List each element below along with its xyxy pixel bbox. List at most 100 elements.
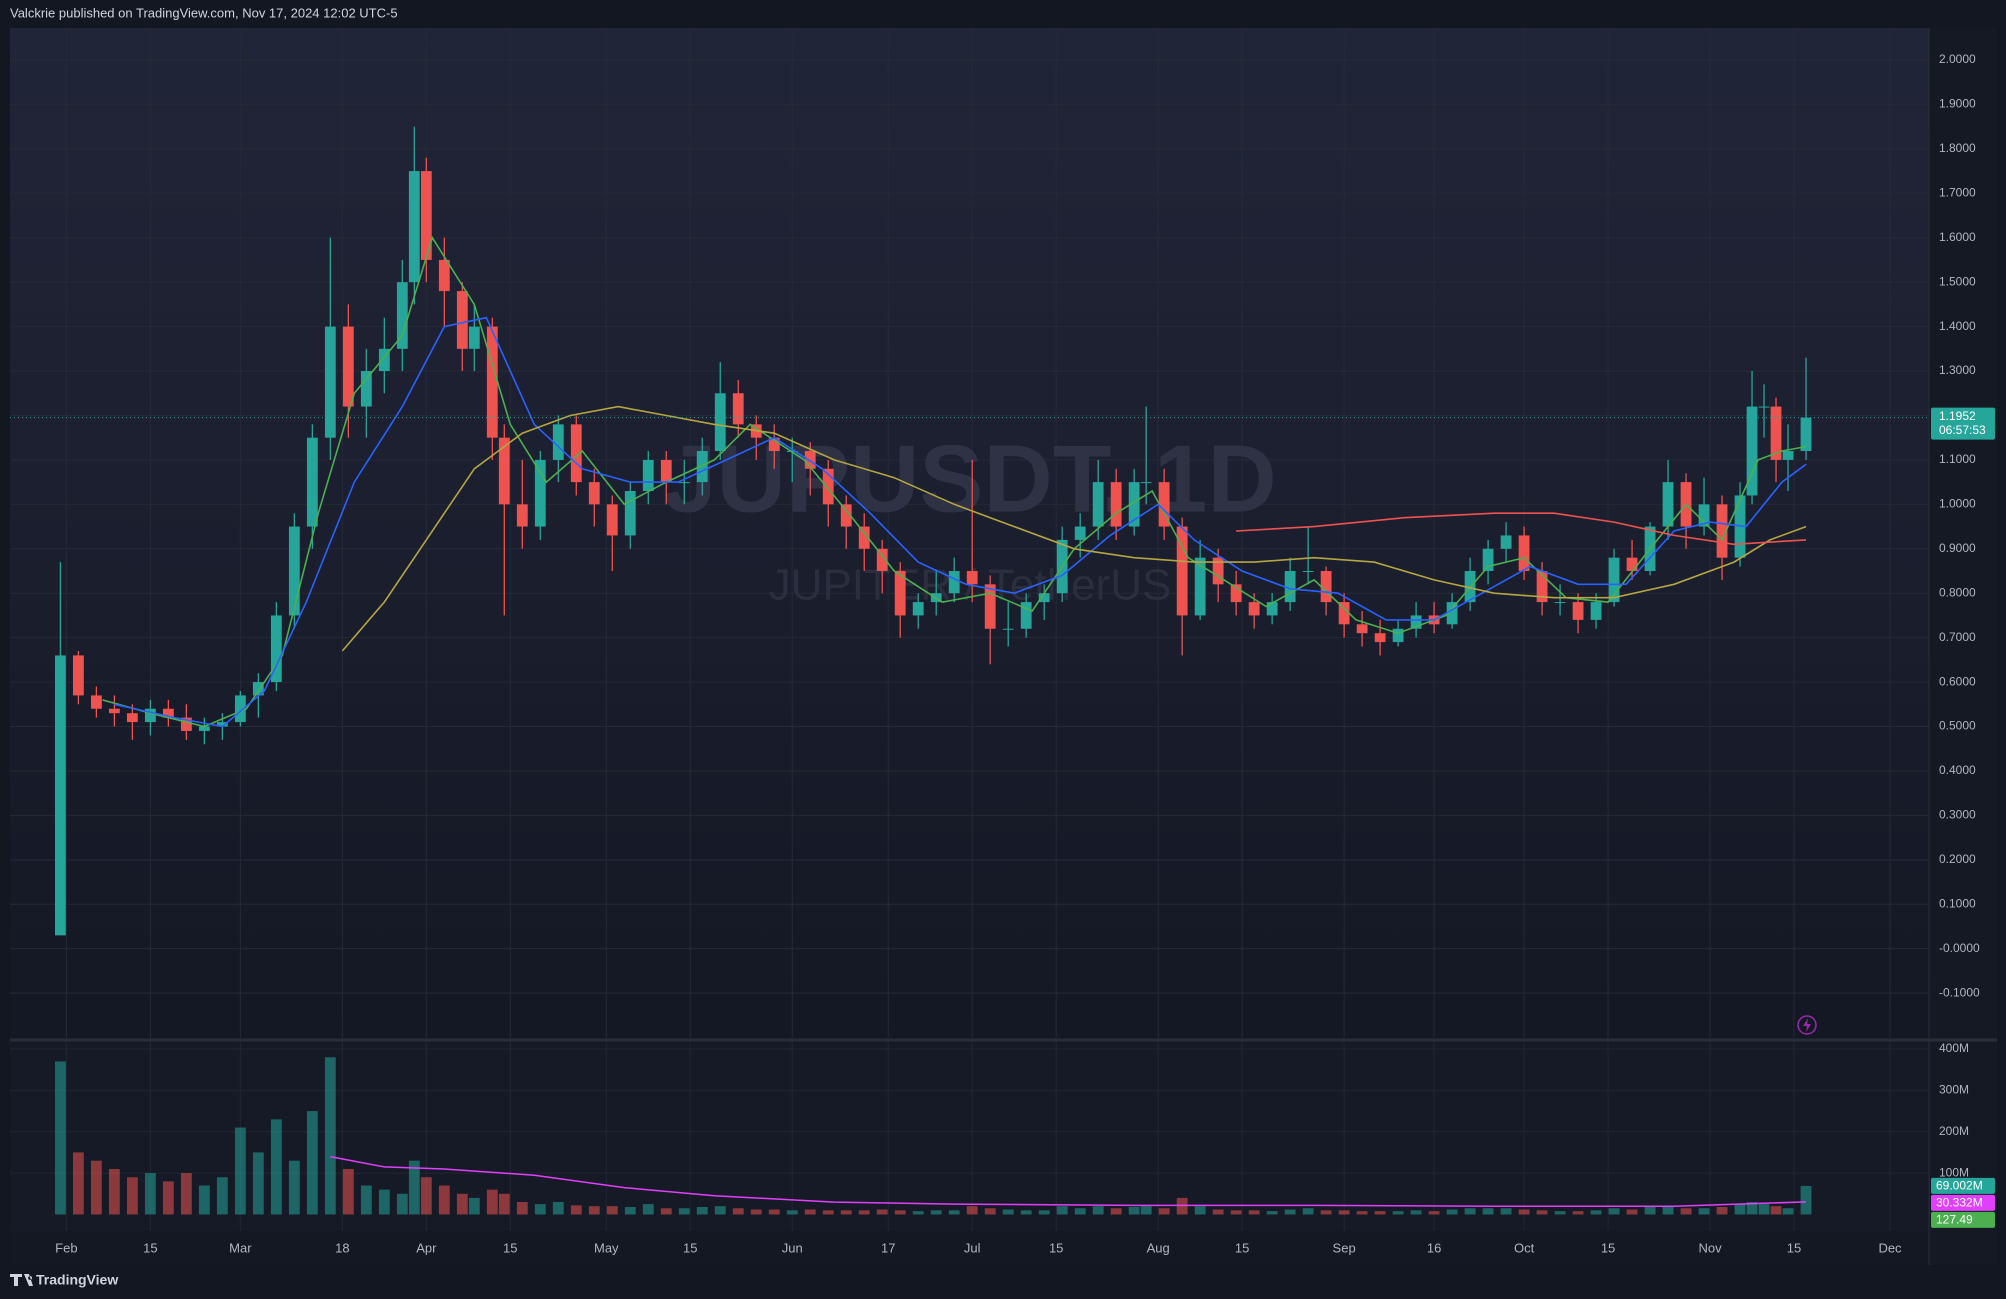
volume-bar	[1758, 1204, 1770, 1215]
y-tick-label: 1.0000	[1939, 497, 1976, 511]
candle-body	[1038, 593, 1050, 603]
alert-icon[interactable]	[1797, 1015, 1817, 1035]
volume-bar	[1464, 1208, 1476, 1215]
volume-bar	[966, 1206, 978, 1215]
candle-body	[1302, 570, 1314, 572]
volume-bar	[72, 1152, 84, 1215]
y-tick-label: 1.7000	[1939, 185, 1976, 199]
candle-body	[876, 548, 888, 571]
volume-bar	[1608, 1208, 1620, 1215]
volume-bar	[1002, 1209, 1014, 1215]
x-tick-label: 15	[683, 1240, 697, 1255]
volume-bar	[1644, 1207, 1656, 1215]
volume-bar	[624, 1207, 636, 1215]
candle-body	[588, 482, 600, 505]
last-price-box	[1931, 407, 1995, 440]
candle-body	[468, 326, 480, 349]
candle-body	[126, 713, 138, 723]
candle-body	[840, 504, 852, 527]
volume-bar	[804, 1209, 816, 1215]
volume-bar	[1428, 1211, 1440, 1215]
candle-body	[1158, 482, 1170, 527]
volume-bar	[498, 1193, 510, 1215]
volume-bar	[1698, 1208, 1710, 1215]
volume-bar	[162, 1181, 174, 1215]
x-tick-label: Dec	[1878, 1240, 1902, 1255]
volume-tick-label: 400M	[1939, 1041, 1969, 1055]
volume-bar	[1482, 1208, 1494, 1215]
candle-body	[396, 282, 408, 349]
candle-body	[1770, 406, 1782, 460]
candle-body	[108, 708, 120, 714]
candle-body	[486, 326, 498, 438]
volume-bar	[1038, 1210, 1050, 1215]
volume-bar	[534, 1204, 546, 1215]
y-tick-label: 0.1000	[1939, 896, 1976, 910]
candle-body	[1176, 526, 1188, 616]
price-pane	[10, 28, 1929, 1038]
volume-bar	[660, 1208, 672, 1215]
candle-body	[90, 695, 102, 709]
candle-body	[804, 451, 816, 469]
candle-body	[306, 437, 318, 527]
y-tick-label: 1.8000	[1939, 141, 1976, 155]
y-tick-label: 0.6000	[1939, 674, 1976, 688]
moving-average	[1236, 512, 1807, 546]
volume-bar	[696, 1207, 708, 1215]
footer-logo: TradingView	[36, 1272, 118, 1288]
x-tick-label: May	[594, 1240, 619, 1255]
y-tick-label: 0.9000	[1939, 541, 1976, 555]
volume-bar	[1374, 1211, 1386, 1215]
candle-body	[1590, 602, 1602, 620]
volume-bar	[1128, 1207, 1140, 1215]
volume-value-box	[1931, 1211, 1995, 1228]
candle-body	[1626, 557, 1638, 571]
volume-bar	[984, 1208, 996, 1215]
volume-bar	[126, 1177, 138, 1215]
y-tick-label: 0.3000	[1939, 808, 1976, 822]
candle-body	[1500, 535, 1512, 549]
volume-bar	[1194, 1206, 1206, 1215]
volume-bar	[876, 1209, 888, 1215]
volume-bar	[1770, 1206, 1782, 1215]
price-axis	[1929, 28, 1997, 1265]
volume-bar	[1056, 1206, 1068, 1215]
volume-bar	[1338, 1210, 1350, 1215]
volume-bar	[1284, 1209, 1296, 1215]
x-tick-label: Sep	[1333, 1240, 1356, 1255]
candle-body	[822, 468, 834, 505]
x-tick-label: Apr	[416, 1240, 437, 1255]
volume-bar	[588, 1206, 600, 1215]
y-tick-label: 1.3000	[1939, 363, 1976, 377]
candle-body	[1212, 557, 1224, 585]
y-tick-label: 0.2000	[1939, 852, 1976, 866]
candle-body	[696, 451, 708, 483]
candle-body	[288, 526, 300, 616]
y-tick-label: 1.1000	[1939, 452, 1976, 466]
candle-body	[198, 726, 210, 731]
y-tick-label: 2.0000	[1939, 52, 1976, 66]
candle-body	[162, 708, 174, 718]
candle-body	[1248, 602, 1260, 616]
volume-bar	[570, 1205, 582, 1215]
volume-bar	[750, 1209, 762, 1215]
candle-body	[1758, 406, 1770, 408]
watermark: JUPUSDT, 1D	[663, 425, 1277, 532]
volume-bar	[1074, 1208, 1086, 1215]
y-tick-label: 1.6000	[1939, 230, 1976, 244]
volume-bar	[144, 1173, 156, 1215]
volume-bar	[1176, 1197, 1188, 1215]
candle-body	[54, 655, 66, 936]
volume-bar	[90, 1160, 102, 1215]
candle-body	[456, 291, 468, 349]
candle-body	[606, 504, 618, 536]
candle-body	[984, 584, 996, 629]
x-tick-label: Mar	[229, 1240, 252, 1255]
volume-bar	[198, 1185, 210, 1215]
volume-bar	[516, 1202, 528, 1215]
volume-bar	[396, 1193, 408, 1215]
candle-body	[858, 526, 870, 549]
volume-bar	[1356, 1211, 1368, 1215]
volume-bar	[1410, 1210, 1422, 1215]
candle-body	[570, 424, 582, 483]
